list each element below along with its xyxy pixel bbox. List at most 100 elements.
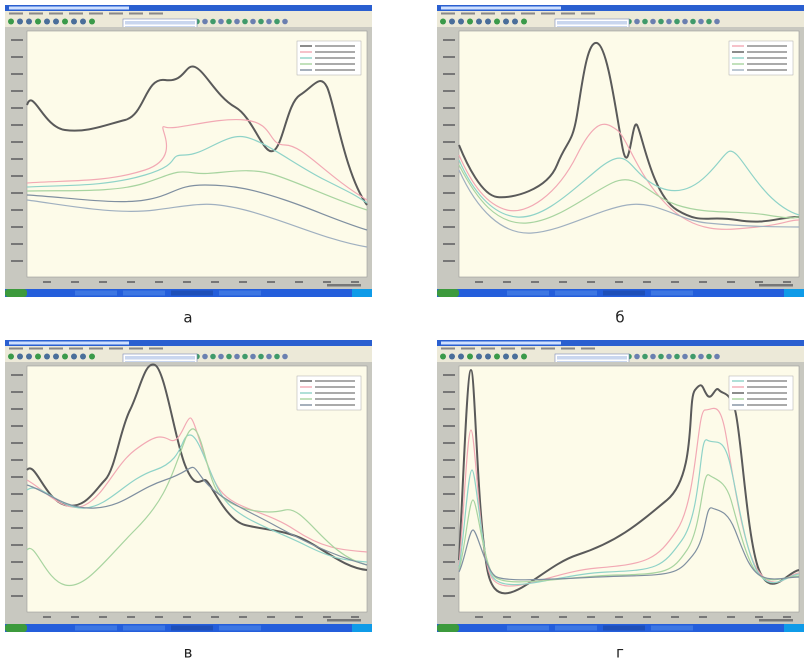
toolbar-icon [674,19,680,25]
toolbar-icon [71,354,77,360]
toolbar-icon [250,354,256,360]
legend-text [315,386,355,388]
toolbar-icon [682,19,688,25]
taskbar-button [123,626,165,631]
taskbar-button [507,626,549,631]
x-axis-label [759,619,793,622]
y-tick-label [11,374,23,376]
toolbar-icon [449,354,455,360]
title-text [441,342,561,345]
taskbar-button [555,626,597,631]
y-tick-label [443,260,455,262]
tray [352,289,372,297]
menu-item [581,348,595,350]
x-tick-label [615,281,623,283]
x-tick-label [671,616,679,618]
menu-item [129,348,143,350]
x-tick-label [323,616,331,618]
menu-item [109,348,123,350]
y-tick-label [11,124,23,126]
x-tick-label [783,281,791,283]
legend-text [747,51,787,53]
toolbar-icon [80,19,86,25]
y-tick-label [11,175,23,177]
y-tick-label [443,39,455,41]
legend-text [747,386,787,388]
toolbar-icon [71,19,77,25]
menu-item [109,13,123,15]
y-tick-label [443,408,455,410]
y-tick-label [443,192,455,194]
x-tick-label [475,616,483,618]
menu-item [541,348,555,350]
y-tick-label [11,561,23,563]
taskbar-button [171,291,213,296]
x-axis-label [327,284,361,287]
y-tick-label [443,527,455,529]
start-button [437,624,459,632]
toolbar-icon [89,19,95,25]
x-tick-label [351,281,359,283]
x-tick-label [783,616,791,618]
y-tick-label [443,578,455,580]
panel-label: в [184,644,193,662]
y-tick-label [11,107,23,109]
toolbar-icon [440,19,446,25]
y-tick-label [11,243,23,245]
menu-item [29,13,43,15]
toolbar-icon [226,354,232,360]
menu-item [561,13,575,15]
toolbar-icon [17,354,23,360]
legend-text [315,404,355,406]
toolbar-icon [485,354,491,360]
taskbar-button [651,291,693,296]
taskbar-button [171,626,213,631]
x-tick-label [295,616,303,618]
y-tick-label [11,459,23,461]
toolbar-icon [80,354,86,360]
menu-item [129,13,143,15]
y-tick-label [443,459,455,461]
figure: абвг [0,0,807,662]
legend-text [747,69,787,71]
dropdown-row [125,21,195,25]
x-tick-label [531,616,539,618]
toolbar-icon [634,19,640,25]
screenshot [437,340,804,632]
toolbar-icon [698,354,704,360]
y-tick-label [11,595,23,597]
toolbar-icon [503,19,509,25]
toolbar-icon [512,354,518,360]
x-tick-label [587,281,595,283]
y-tick-label [443,243,455,245]
toolbar-icon [35,19,41,25]
toolbar-icon [706,354,712,360]
tray [352,624,372,632]
toolbar-icon [658,19,664,25]
y-tick-label [11,493,23,495]
y-tick-label [443,476,455,478]
taskbar-button [75,291,117,296]
legend-text [747,404,787,406]
toolbar-icon [698,19,704,25]
x-tick-label [503,616,511,618]
menu-item [441,348,455,350]
x-tick-label [183,281,191,283]
x-tick-label [559,616,567,618]
taskbar-button [603,626,645,631]
toolbar-icon [210,19,216,25]
x-tick-label [99,281,107,283]
toolbar-icon [258,354,264,360]
toolbar-icon [458,19,464,25]
x-tick-label [43,281,51,283]
toolbar-icon [650,19,656,25]
menu-item [9,13,23,15]
x-tick-label [295,281,303,283]
taskbar-button [219,291,261,296]
toolbar-icon [494,19,500,25]
toolbar-icon [242,19,248,25]
y-tick-label [443,544,455,546]
toolbar-icon [690,19,696,25]
x-tick-label [587,616,595,618]
toolbar-icon [62,354,68,360]
